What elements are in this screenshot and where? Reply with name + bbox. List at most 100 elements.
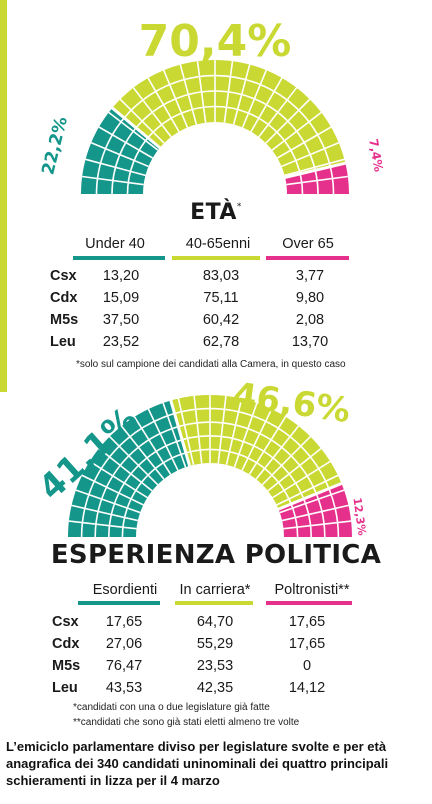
grid-spoke [179, 64, 198, 125]
table-cell: 83,03 [202, 268, 240, 284]
grid-spoke [223, 61, 234, 123]
col-header-esordienti: Esordienti [92, 582, 158, 598]
col-header-over65: Over 65 [282, 236, 334, 252]
segment-separator [169, 399, 192, 468]
row-label: Leu [52, 680, 78, 696]
grid-spoke [90, 141, 149, 168]
grid-spoke [162, 402, 187, 468]
grid-spoke [241, 69, 268, 128]
hemicycle-chart-eta: 70,4% 22,2% 7,4% [38, 16, 386, 195]
grid-spoke [286, 175, 348, 186]
grid-spoke [81, 474, 144, 506]
row-label: Cdx [50, 290, 78, 306]
table-cell: 13,20 [102, 268, 140, 284]
grid-spoke [147, 77, 180, 133]
table-cell: 15,09 [102, 290, 140, 306]
table-cell: 23,52 [102, 334, 140, 350]
grid-spoke [281, 141, 340, 168]
table-cell: 75,11 [203, 290, 239, 306]
grid-spoke [196, 61, 207, 123]
table-cell: 23,53 [196, 658, 234, 674]
footnote-poltronisti: **candidati che sono già stati eletti al… [73, 717, 300, 728]
hemicycle-grid-esperienza [68, 395, 352, 538]
grid-spoke [217, 395, 227, 464]
col-underline-teal [78, 601, 160, 605]
table-cell: 14,12 [288, 680, 326, 696]
grid-spoke [193, 395, 203, 464]
grid-spoke [265, 98, 311, 144]
table-row: Cdx 15,09 75,11 9,80 [0, 290, 432, 310]
grid-spoke [68, 520, 137, 530]
grid-spoke [267, 447, 322, 492]
table-row: Cdx 27,06 55,29 17,65 [0, 636, 432, 656]
grid-spoke [283, 520, 352, 530]
table-row: M5s 37,50 60,42 2,08 [0, 312, 432, 332]
grid-spoke [120, 425, 165, 480]
grid-spoke [85, 158, 146, 177]
grid-spoke [248, 416, 287, 475]
table-cell: 3,77 [295, 268, 325, 284]
footnote-in-carriera: *candidati con una o due legislature già… [73, 702, 270, 713]
section-title-esperienza: ESPERIENZA POLITICA [50, 540, 382, 570]
segment-teal [81, 107, 160, 194]
grid-spoke [82, 175, 144, 186]
table-cell: 62,78 [202, 334, 240, 350]
grid-spoke [162, 69, 189, 128]
table-row: Leu 23,52 62,78 13,70 [0, 334, 432, 354]
table-cell: 60,42 [202, 312, 240, 328]
segment-separator [110, 106, 162, 150]
table-cell: 64,70 [196, 614, 234, 630]
grid-spoke [98, 126, 154, 159]
grid-spoke [98, 447, 153, 492]
table-cell: 42,35 [196, 680, 234, 696]
grid-spoke [250, 77, 283, 133]
grid-spoke [109, 436, 159, 486]
grid-spoke [271, 111, 322, 151]
row-label: Leu [50, 334, 76, 350]
table-cell: 13,70 [291, 334, 329, 350]
table-cell: 2,08 [295, 312, 325, 328]
grid-spoke [279, 489, 345, 514]
col-header-40-65: 40-65enni [185, 236, 251, 252]
table-row: Leu 43,53 42,35 14,12 [0, 680, 432, 700]
row-label: M5s [50, 312, 79, 328]
col-underline-lime [172, 256, 260, 260]
table-cell: 0 [302, 658, 312, 674]
grid-spoke [119, 98, 165, 144]
table-cell: 76,47 [105, 658, 143, 674]
table-cell: 43,53 [105, 680, 143, 696]
segment-separator [277, 481, 344, 511]
segment-lime [112, 59, 346, 178]
table-cell: 9,80 [295, 290, 325, 306]
table-row: Csx 13,20 83,03 3,77 [0, 268, 432, 288]
table-cell: 17,65 [105, 614, 143, 630]
grid-spoke [147, 408, 179, 471]
grid-spoke [132, 87, 172, 138]
grid-spoke [255, 425, 300, 480]
grid-spoke [89, 460, 148, 499]
grid-spoke [241, 408, 273, 471]
col-header-under40: Under 40 [85, 236, 145, 252]
caption: L’emiciclo parlamentare diviso per legis… [6, 739, 389, 788]
table-cell: 55,29 [196, 636, 234, 652]
grid-spoke [71, 504, 139, 522]
pct-label-right: 12,3% [350, 497, 368, 537]
pct-label-right: 7,4% [366, 138, 386, 173]
row-label: Cdx [52, 636, 80, 652]
col-underline-teal [73, 256, 165, 260]
table-row: Csx 17,65 64,70 17,65 [0, 614, 432, 634]
grid-spoke [225, 398, 243, 466]
col-underline-magenta [266, 601, 352, 605]
accent-bar [0, 0, 7, 392]
grid-spoke [108, 111, 159, 151]
col-header-in-carriera: In carriera* [179, 582, 251, 598]
row-label: Csx [50, 268, 77, 284]
col-underline-lime [175, 601, 253, 605]
grid-spoke [261, 436, 311, 486]
grid-spoke [281, 504, 349, 522]
hemicycle-grid-eta [82, 60, 348, 195]
footnote-eta: *solo sul campione dei candidati alla Ca… [76, 359, 346, 370]
table-cell: 17,65 [288, 636, 326, 652]
grid-spoke [133, 416, 172, 475]
table-cell: 17,65 [288, 614, 326, 630]
